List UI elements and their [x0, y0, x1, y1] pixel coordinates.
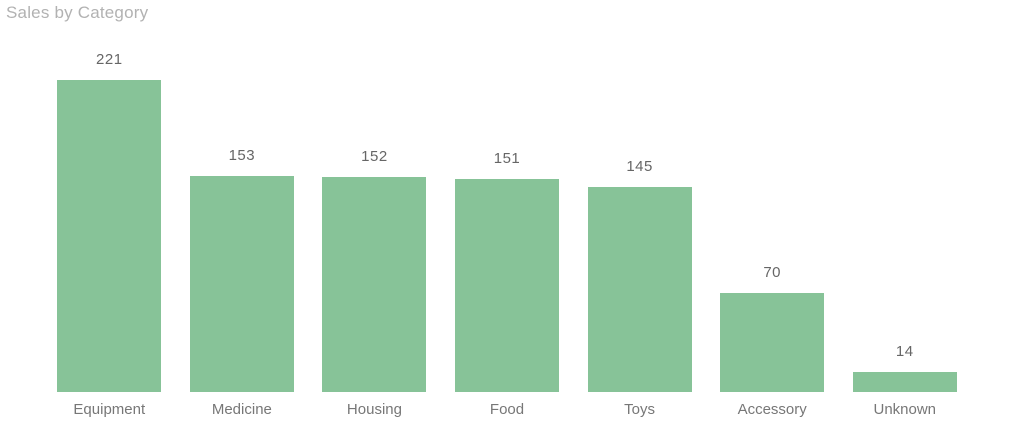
category-label-housing: Housing [346, 401, 402, 418]
bar-accessory[interactable] [720, 293, 825, 392]
bar-equipment[interactable] [57, 80, 162, 392]
bar-value-label: 221 [96, 51, 123, 68]
bar-column-accessory: 70 [706, 264, 839, 392]
category-label-equipment: Equipment [73, 401, 146, 418]
bar-column-toys: 145 [573, 158, 706, 392]
category-label-medicine: Medicine [211, 401, 272, 418]
bar-column-housing: 152 [308, 148, 441, 392]
bar-value-label: 70 [763, 264, 782, 282]
category-label-food: Food [489, 401, 525, 418]
bar-housing[interactable] [322, 177, 427, 392]
category-label-accessory: Accessory [737, 401, 807, 418]
category-label-toys: Toys [624, 401, 656, 418]
category-axis: Equipment Medicine Housing Food Toys Acc… [43, 401, 971, 419]
bar-toys[interactable] [587, 187, 692, 392]
bar-unknown[interactable] [852, 372, 957, 392]
bar-column-unknown: 14 [838, 343, 971, 392]
bar-column-medicine: 153 [176, 147, 309, 392]
plot-area: 221 153 152 151 145 70 14 [43, 0, 971, 392]
bar-value-label: 153 [228, 147, 256, 164]
bar-food[interactable] [455, 178, 560, 392]
bar-column-food: 151 [441, 150, 574, 392]
bar-medicine[interactable] [189, 176, 294, 392]
bar-value-label: 152 [361, 148, 388, 166]
bar-value-label: 14 [895, 343, 914, 361]
chart-title: Sales by Category [6, 3, 149, 22]
bar-value-label: 151 [493, 149, 521, 167]
bar-value-label: 145 [626, 158, 653, 176]
bar-column-equipment: 221 [43, 51, 176, 392]
category-label-unknown: Unknown [873, 401, 937, 418]
